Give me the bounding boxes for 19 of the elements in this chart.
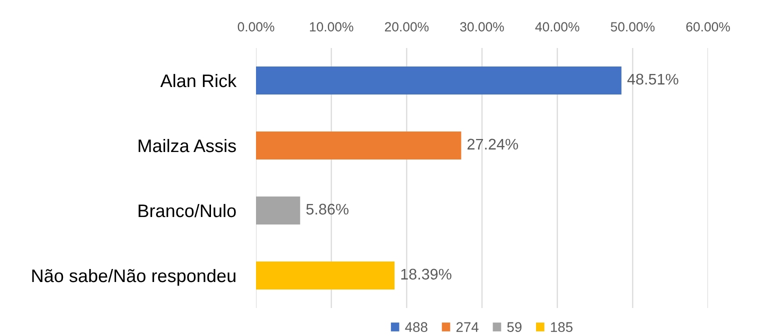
legend-label: 185	[550, 322, 573, 332]
x-tick-label: 10.00%	[310, 22, 354, 32]
y-tick-label: Não sabe/Não respondeu	[32, 268, 236, 286]
x-tick-label: 20.00%	[384, 22, 429, 32]
x-tick-label: 40.00%	[535, 22, 580, 32]
data-label: 18.39%	[401, 268, 452, 280]
legend-label: 488	[405, 322, 428, 332]
x-tick-label: 0.00%	[238, 22, 274, 32]
x-tick-label: 30.00%	[460, 22, 504, 32]
data-label: 27.24%	[468, 138, 518, 150]
legend-label: 59	[507, 322, 522, 332]
y-tick-label: Branco/Nulo	[138, 204, 236, 218]
x-tick-label: 60.00%	[686, 22, 730, 32]
y-tick-label: Mailza Assis	[138, 138, 236, 152]
data-label: 48.51%	[627, 74, 678, 85]
legend-label: 274	[456, 322, 479, 332]
data-label: 5.86%	[306, 204, 348, 215]
x-tick-label: 50.00%	[610, 22, 655, 32]
y-tick-label: Alan Rick	[160, 74, 237, 88]
